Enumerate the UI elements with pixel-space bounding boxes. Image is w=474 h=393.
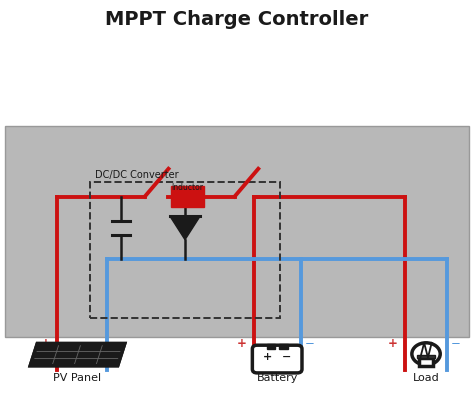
Text: DC/DC Converter: DC/DC Converter	[95, 170, 179, 180]
Circle shape	[412, 343, 440, 365]
Text: Load: Load	[413, 373, 439, 383]
Bar	[419, 358, 433, 366]
Text: Inductor: Inductor	[172, 183, 203, 192]
Text: MPPT Charge Controller: MPPT Charge Controller	[105, 10, 369, 29]
Bar	[267, 344, 275, 349]
Text: −: −	[451, 337, 461, 350]
FancyBboxPatch shape	[252, 345, 302, 373]
Text: −: −	[110, 337, 120, 350]
Bar	[171, 186, 204, 207]
Text: Battery: Battery	[256, 373, 298, 383]
Polygon shape	[170, 216, 200, 240]
Bar	[5, 126, 469, 337]
Text: +: +	[41, 337, 51, 350]
Bar	[91, 182, 280, 318]
Polygon shape	[30, 343, 125, 366]
Text: +: +	[263, 352, 273, 362]
Text: +: +	[388, 337, 398, 350]
Text: PV Panel: PV Panel	[54, 373, 101, 383]
Bar	[417, 354, 435, 358]
Text: −: −	[304, 337, 314, 350]
Text: +: +	[237, 337, 246, 350]
Text: −: −	[282, 352, 292, 362]
Bar	[279, 344, 288, 349]
